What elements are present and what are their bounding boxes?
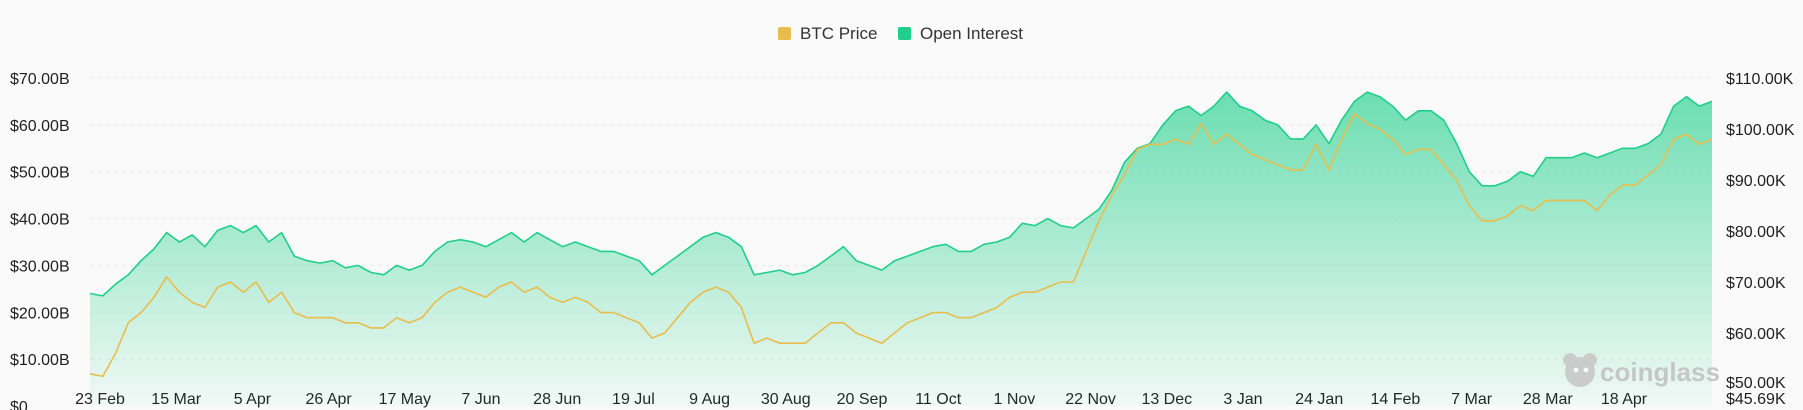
coinglass-watermark: coinglass <box>1563 353 1720 387</box>
watermark-text: coinglass <box>1600 357 1720 387</box>
legend: BTC Price Open Interest <box>778 24 1023 43</box>
left-axis: $0 $10.00B $20.00B $30.00B $40.00B $50.00B $60… <box>10 71 70 410</box>
left-tick-label: $0 <box>10 399 28 410</box>
open-interest-area <box>90 92 1712 406</box>
left-tick-label: $20.00B <box>10 305 70 322</box>
right-tick-label: $110.00K <box>1726 71 1794 88</box>
legend-item-btc-price[interactable]: BTC Price <box>778 24 877 43</box>
right-tick-label: $80.00K <box>1726 224 1786 241</box>
legend-label-open-interest: Open Interest <box>920 24 1023 43</box>
right-tick-label: $90.00K <box>1726 173 1786 190</box>
plot-area <box>89 91 1713 406</box>
open-interest-line <box>89 91 1713 297</box>
left-tick-label: $60.00B <box>10 118 70 135</box>
coinglass-logo-icon <box>1563 353 1597 387</box>
right-axis: $45.69K$50.00K $60.00K $70.00K $80.00K $90.0… <box>1726 71 1795 408</box>
legend-label-btc-price: BTC Price <box>800 24 877 43</box>
right-tick-label: $70.00K <box>1726 275 1786 292</box>
right-tick-label: $50.00K <box>1726 375 1786 392</box>
left-tick-label: $30.00B <box>10 258 70 275</box>
right-tick-label: $60.00K <box>1726 326 1786 343</box>
legend-swatch-open-interest <box>898 27 911 40</box>
right-tick-label: $100.00K <box>1726 122 1795 139</box>
legend-swatch-btc-price <box>778 27 791 40</box>
legend-item-open-interest[interactable]: Open Interest <box>898 24 1023 43</box>
btc-price-line <box>89 112 1713 378</box>
left-tick-label: $10.00B <box>10 352 70 369</box>
left-tick-label: $50.00B <box>10 165 70 182</box>
right-tick-label: $45.69K <box>1726 391 1786 408</box>
left-tick-label: $70.00B <box>10 71 70 88</box>
left-tick-label: $40.00B <box>10 212 70 229</box>
